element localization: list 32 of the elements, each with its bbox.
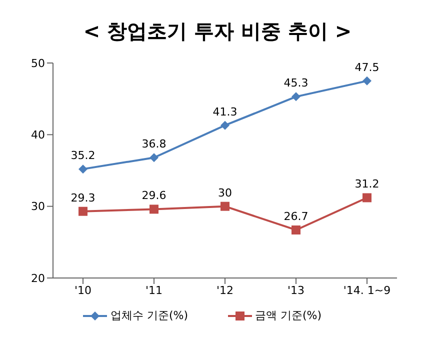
legend-label: 금액 기준(%) — [255, 308, 322, 323]
y-tick-label: 30 — [31, 200, 45, 214]
data-label: 36.8 — [142, 138, 166, 151]
point — [292, 225, 300, 234]
y-tick-label: 20 — [31, 272, 45, 285]
data-label: 35.2 — [70, 149, 96, 162]
legend-label: 업체수 기준(%) — [110, 308, 188, 323]
x-tick-label: '11 — [145, 284, 163, 297]
point — [292, 92, 300, 102]
x-tick-label: '13 — [287, 284, 305, 297]
data-label: 26.7 — [284, 210, 308, 223]
point — [220, 202, 230, 211]
data-label: 45.3 — [284, 76, 308, 90]
point — [150, 204, 158, 214]
point — [150, 153, 158, 162]
point — [220, 120, 230, 130]
y-tick-label: 40 — [31, 128, 45, 142]
y-tick-label: 50 — [31, 56, 45, 70]
data-label: 31.2 — [354, 178, 380, 191]
data-label: 47.5 — [354, 60, 380, 74]
data-label: 29.6 — [142, 189, 166, 202]
point — [78, 206, 88, 216]
chart-title: < 창업초기 투자 비중 추이 > — [82, 18, 353, 45]
x-tick-label: '12 — [216, 284, 234, 297]
point — [362, 193, 372, 202]
point — [362, 76, 372, 86]
data-label: 30 — [218, 186, 232, 200]
x-tick-label: '10 — [74, 284, 92, 297]
data-label: 41.3 — [212, 105, 238, 118]
data-label: 29.3 — [70, 191, 96, 204]
point — [78, 164, 88, 174]
x-tick-label: '14. 1~9 — [343, 284, 391, 297]
